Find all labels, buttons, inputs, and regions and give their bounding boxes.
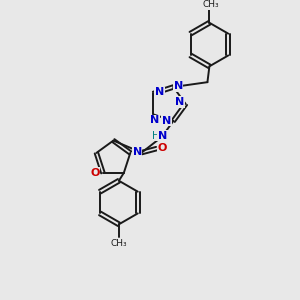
Text: O: O [158,142,167,153]
Text: H: H [152,131,159,141]
Text: O: O [90,168,100,178]
Text: N: N [174,81,183,91]
Text: N: N [158,131,167,141]
Text: N: N [150,116,159,125]
Text: N: N [175,97,184,107]
Text: N: N [133,147,142,157]
Text: CH₃: CH₃ [111,238,127,247]
Text: N: N [155,88,164,98]
Text: CH₃: CH₃ [202,0,219,9]
Text: N: N [162,116,171,126]
